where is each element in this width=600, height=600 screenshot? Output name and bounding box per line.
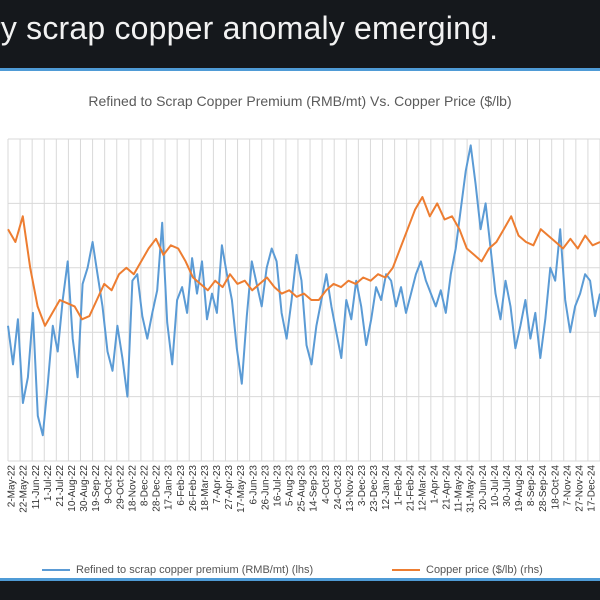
x-tick-label: 30-Aug-22 xyxy=(79,465,90,512)
chart-title: Refined to Scrap Copper Premium (RMB/mt)… xyxy=(88,93,512,109)
x-tick-label: 18-Nov-22 xyxy=(127,465,138,512)
x-tick-label: 16-Jul-23 xyxy=(272,465,283,507)
legend-item-premium: Refined to scrap copper premium (RMB/mt)… xyxy=(42,564,313,576)
x-tick-label: 12-Mar-24 xyxy=(417,465,428,512)
headline-text: ary scrap copper anomaly emerging. xyxy=(0,10,499,46)
x-tick-label: 31-May-24 xyxy=(466,465,477,513)
x-tick-label: 12-Jan-24 xyxy=(381,465,392,510)
x-tick-label: 13-Nov-23 xyxy=(345,465,356,512)
x-tick-label: 14-Sep-23 xyxy=(309,465,320,512)
x-tick-label: 25-Aug-23 xyxy=(297,465,308,512)
x-tick-label: 8-Dec-22 xyxy=(140,465,151,507)
x-tick-label: 3-Dec-23 xyxy=(357,465,368,507)
x-tick-label: 1-Apr-24 xyxy=(430,465,441,504)
x-tick-label: 22-May-22 xyxy=(19,465,30,513)
x-tick-label: 29-Oct-22 xyxy=(115,465,126,510)
x-tick-label: 1-Feb-24 xyxy=(393,465,404,506)
x-tick-label: 18-Mar-23 xyxy=(200,465,211,512)
x-tick-label: 6-Jun-23 xyxy=(248,465,259,505)
legend-label-price: Copper price ($/lb) (rhs) xyxy=(426,564,543,576)
x-tick-label: 27-Apr-23 xyxy=(224,465,235,510)
chart-frame: Refined to Scrap Copper Premium (RMB/mt)… xyxy=(0,68,600,581)
x-tick-label: 17-Jan-23 xyxy=(164,465,175,510)
x-tick-label: 11-May-24 xyxy=(454,465,465,512)
x-tick-label: 30-Jul-24 xyxy=(502,465,513,507)
x-tick-label: 7-Apr-23 xyxy=(212,465,223,504)
x-tick-label: 1-Jul-22 xyxy=(43,465,54,502)
x-tick-label: 28-Dec-22 xyxy=(152,465,163,512)
x-tick-label: 21-Apr-24 xyxy=(442,465,453,510)
x-tick-label: 7-Nov-24 xyxy=(562,465,573,507)
x-tick-label: 9-Oct-22 xyxy=(103,465,114,504)
x-tick-label: 26-Feb-23 xyxy=(188,465,199,512)
x-tick-label: 18-Oct-24 xyxy=(550,465,561,510)
legend-label-premium: Refined to scrap copper premium (RMB/mt)… xyxy=(76,564,314,576)
x-tick-label: 17-May-23 xyxy=(236,465,247,513)
x-tick-label: 23-Dec-23 xyxy=(369,465,380,512)
x-tick-label: 10-Aug-22 xyxy=(67,465,78,512)
x-tick-label: 2-May-22 xyxy=(7,465,18,508)
legend-swatch-price xyxy=(392,569,420,571)
x-tick-label: 4-Oct-23 xyxy=(321,465,332,504)
x-tick-label: 21-Feb-24 xyxy=(405,465,416,512)
x-tick-label: 17-Dec-24 xyxy=(587,465,598,512)
x-tick-label: 6-Feb-23 xyxy=(176,465,187,506)
x-tick-label: 11-Jun-22 xyxy=(31,465,42,510)
x-tick-label: 21-Jul-22 xyxy=(55,465,66,507)
series-line-price xyxy=(7,196,600,327)
x-tick-label: 19-Aug-24 xyxy=(514,465,525,512)
x-tick-label: 24-Oct-23 xyxy=(333,465,344,510)
chart-svg: 2-May-22 22-May-22 11-Jun-22 1-Jul-22 21-Jul… xyxy=(7,138,600,513)
series-line-premium xyxy=(7,144,600,437)
x-tick-label: 27-Nov-24 xyxy=(574,465,585,512)
legend: Refined to scrap copper premium (RMB/mt)… xyxy=(0,564,600,580)
legend-item-price: Copper price ($/lb) (rhs) xyxy=(392,564,543,576)
x-tick-label: 20-Jun-24 xyxy=(478,465,489,510)
x-tick-label: 8-Sep-24 xyxy=(526,465,537,507)
headline: ary scrap copper anomaly emerging. xyxy=(0,0,600,62)
bottom-bar xyxy=(0,581,600,600)
legend-swatch-premium xyxy=(42,569,70,571)
x-tick-label: 5-Aug-23 xyxy=(285,465,296,507)
x-tick-label: 19-Sep-22 xyxy=(91,465,102,512)
x-tick-label: 26-Jun-23 xyxy=(260,465,271,510)
x-tick-label: 10-Jul-24 xyxy=(490,465,501,507)
x-tick-label: 28-Sep-24 xyxy=(538,465,549,512)
